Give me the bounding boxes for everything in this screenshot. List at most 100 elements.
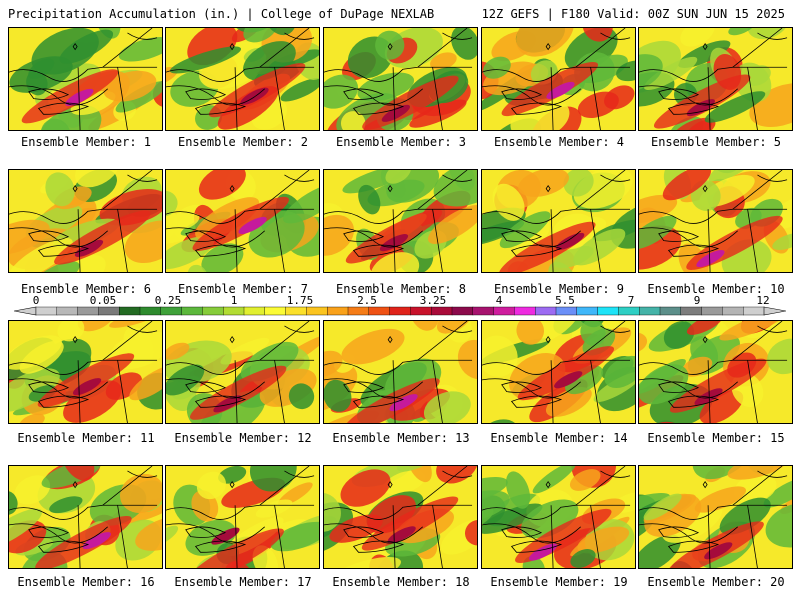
- precip-contour-blob: [428, 204, 477, 244]
- precip-contour-blob: [767, 338, 792, 375]
- precip-contour-blob: [686, 321, 723, 335]
- precip-contour-blob: [330, 557, 401, 568]
- colorbar-swatch: [472, 306, 495, 316]
- precip-contour-blob: [483, 56, 511, 79]
- station-marker-icon: [545, 42, 551, 51]
- precip-contour-blob: [639, 215, 677, 250]
- precip-contour-blob: [9, 237, 73, 272]
- geographic-boundary: [757, 32, 788, 40]
- geographic-boundary: [9, 66, 158, 82]
- geographic-boundary: [127, 325, 158, 333]
- geographic-boundary: [28, 88, 70, 100]
- geographic-boundary: [284, 32, 315, 40]
- colorbar-swatch: [410, 306, 432, 316]
- precip-contour-blob: [663, 321, 695, 349]
- precip-contour-blob: [166, 342, 190, 360]
- heavy-precip-swath: [653, 74, 751, 129]
- ensemble-member-map: [638, 169, 793, 273]
- geographic-boundary: [166, 359, 315, 375]
- precip-contour-blob: [708, 170, 766, 183]
- precip-contour-blob: [358, 184, 381, 215]
- geographic-boundary: [324, 523, 423, 544]
- geographic-boundary: [9, 227, 108, 248]
- geographic-boundary: [432, 505, 443, 568]
- precip-contour-blob: [220, 337, 270, 365]
- colorbar-swatch: [139, 306, 162, 316]
- precip-contour-blob: [63, 380, 122, 423]
- precip-contour-blob: [199, 390, 266, 423]
- geographic-boundary: [324, 504, 473, 520]
- geographic-boundary: [501, 88, 543, 100]
- station-marker-icon: [545, 335, 551, 344]
- heavy-precip-swath: [192, 196, 289, 252]
- precip-contour-blob: [719, 497, 771, 535]
- precip-contour-blob: [451, 28, 477, 60]
- precip-contour-blob: [573, 228, 626, 266]
- precip-contour-blob: [604, 355, 635, 389]
- geographic-boundary: [127, 174, 158, 182]
- geographic-boundary: [575, 321, 626, 361]
- heavy-precip-swath: [517, 346, 615, 401]
- geographic-boundary: [417, 28, 468, 68]
- geographic-boundary: [482, 359, 631, 375]
- geographic-boundary: [343, 526, 385, 538]
- geographic-boundary: [274, 67, 285, 130]
- geographic-boundary: [482, 66, 631, 82]
- geographic-boundary: [194, 395, 247, 408]
- geographic-boundary: [352, 102, 405, 115]
- geographic-boundary: [37, 540, 90, 553]
- geographic-boundary: [747, 67, 758, 130]
- precip-contour-blob: [407, 466, 432, 483]
- geographic-boundary: [352, 540, 405, 553]
- precip-contour-blob: [196, 471, 227, 500]
- precip-contour-blob: [436, 466, 477, 484]
- geographic-boundary: [102, 170, 153, 210]
- precip-contour-blob: [699, 390, 744, 423]
- geographic-boundary: [37, 102, 90, 115]
- precip-contour-blob: [423, 391, 471, 423]
- geographic-boundary: [600, 325, 631, 333]
- precip-contour-blob: [518, 170, 569, 197]
- ensemble-member-label: Ensemble Member: 8: [335, 282, 467, 296]
- precip-contour-blob: [582, 28, 613, 42]
- precip-contour-blob: [357, 72, 415, 102]
- geographic-boundary: [747, 360, 758, 423]
- geographic-boundary: [757, 174, 788, 182]
- geographic-boundary: [667, 244, 720, 257]
- ensemble-member-label: Ensemble Member: 9: [493, 282, 625, 296]
- precip-contour-blob: [9, 508, 43, 550]
- geographic-boundary: [432, 360, 443, 423]
- geographic-boundary: [284, 325, 315, 333]
- geographic-boundary: [28, 381, 70, 393]
- colorbar-swatch: [327, 306, 349, 316]
- geographic-boundary: [324, 227, 423, 248]
- geographic-boundary: [707, 505, 711, 568]
- geographic-boundary: [707, 67, 711, 130]
- precip-contour-blob: [45, 172, 75, 207]
- ensemble-member-map: [8, 320, 163, 424]
- geographic-boundary: [667, 395, 720, 408]
- colorbar-tick-label: 1.75: [286, 294, 314, 307]
- colorbar-swatch: [118, 306, 141, 316]
- geographic-boundary: [482, 523, 581, 544]
- precip-contour-blob: [686, 119, 712, 130]
- precip-contour-blob: [324, 214, 355, 256]
- colorbar-swatch: [555, 306, 578, 316]
- colorbar-tick-label: 9: [693, 294, 701, 307]
- ensemble-member-label: Ensemble Member: 10: [647, 282, 785, 296]
- header-run-info: 12Z GEFS | F180 Valid: 00Z SUN JUN 15 20…: [481, 7, 785, 21]
- geographic-boundary: [590, 505, 601, 568]
- ensemble-member-label: Ensemble Member: 1: [20, 135, 152, 149]
- geographic-boundary: [117, 360, 128, 423]
- precip-contour-blob: [324, 492, 341, 532]
- colorbar-swatch: [285, 306, 307, 316]
- precip-contour-blob: [249, 466, 297, 492]
- precip-contour-blob: [129, 365, 162, 401]
- station-marker-icon: [229, 184, 235, 193]
- precip-contour-blob: [719, 321, 788, 341]
- colorbar-swatch: [597, 306, 619, 316]
- geographic-boundary: [575, 466, 626, 506]
- geographic-boundary: [757, 470, 788, 478]
- precip-contour-blob: [728, 28, 756, 36]
- geographic-boundary: [127, 32, 158, 40]
